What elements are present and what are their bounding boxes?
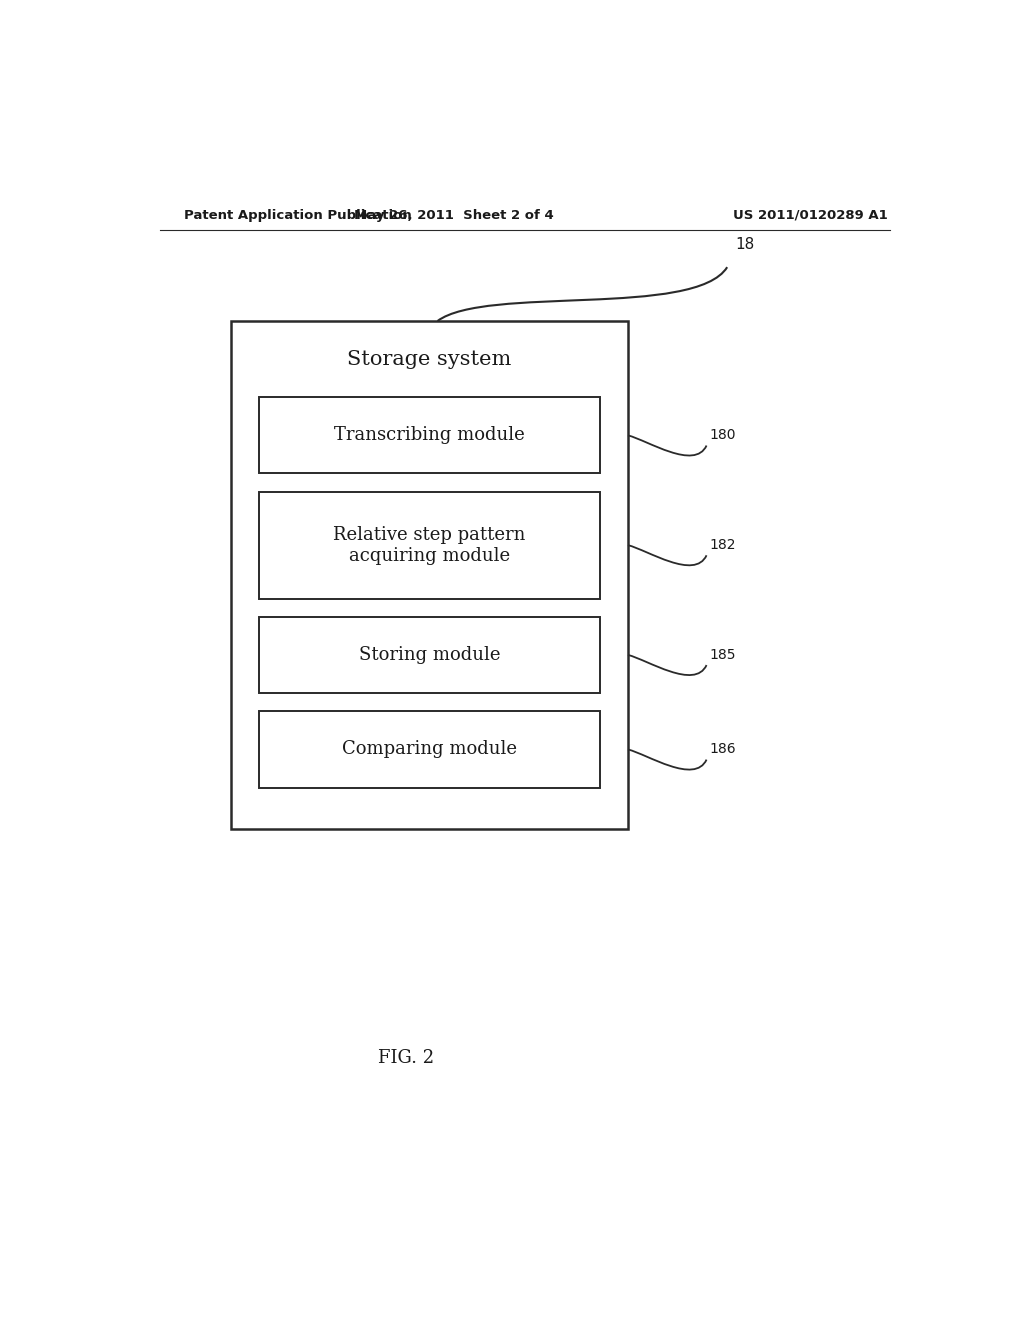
Text: US 2011/0120289 A1: US 2011/0120289 A1 xyxy=(733,209,888,222)
Text: Comparing module: Comparing module xyxy=(342,741,517,759)
Text: Relative step pattern
acquiring module: Relative step pattern acquiring module xyxy=(334,525,525,565)
Bar xyxy=(259,397,600,474)
Text: FIG. 2: FIG. 2 xyxy=(378,1049,434,1067)
Text: 185: 185 xyxy=(710,648,736,661)
Text: 18: 18 xyxy=(735,238,755,252)
Text: Storing module: Storing module xyxy=(358,645,501,664)
Text: 180: 180 xyxy=(710,429,736,442)
Bar xyxy=(259,711,600,788)
Text: 182: 182 xyxy=(710,539,736,552)
Bar xyxy=(259,616,600,693)
Text: Storage system: Storage system xyxy=(347,350,512,370)
Bar xyxy=(231,321,628,829)
Text: May 26, 2011  Sheet 2 of 4: May 26, 2011 Sheet 2 of 4 xyxy=(353,209,553,222)
Bar xyxy=(259,492,600,598)
Text: Patent Application Publication: Patent Application Publication xyxy=(183,209,412,222)
Text: Transcribing module: Transcribing module xyxy=(334,426,525,445)
Text: 186: 186 xyxy=(710,742,736,756)
